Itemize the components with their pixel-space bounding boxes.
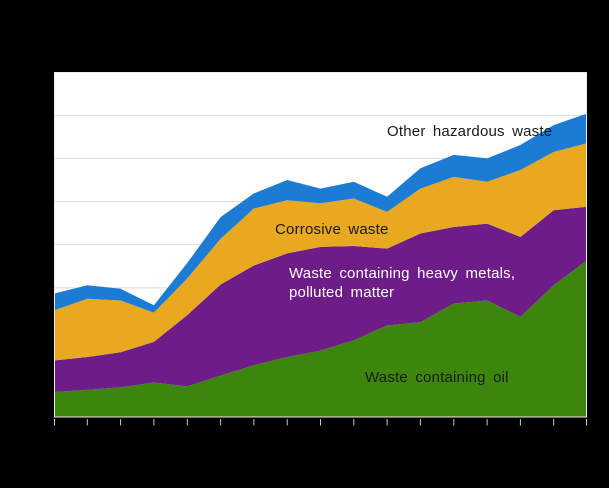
label-corrosive-waste: Corrosive waste [275, 221, 389, 238]
area-corrosive-waste [54, 143, 587, 361]
plot-border [54, 72, 587, 418]
area-waste-containing-heavy-metals-polluted-matter [54, 206, 587, 392]
label-other-hazardous-waste: Other hazardous waste [387, 123, 553, 140]
label-heavy-metals: Waste containing heavy metals, polluted … [289, 264, 515, 302]
label-heavy-metals-line1: Waste containing heavy metals, [289, 265, 516, 282]
label-waste-containing-oil: Waste containing oil [365, 369, 509, 386]
stacked-area-chart [54, 72, 587, 426]
area-other-hazardous-waste [54, 113, 587, 313]
plot-area [54, 72, 587, 426]
area-waste-containing-oil [54, 260, 587, 418]
label-heavy-metals-line2: polluted matter [289, 284, 395, 301]
